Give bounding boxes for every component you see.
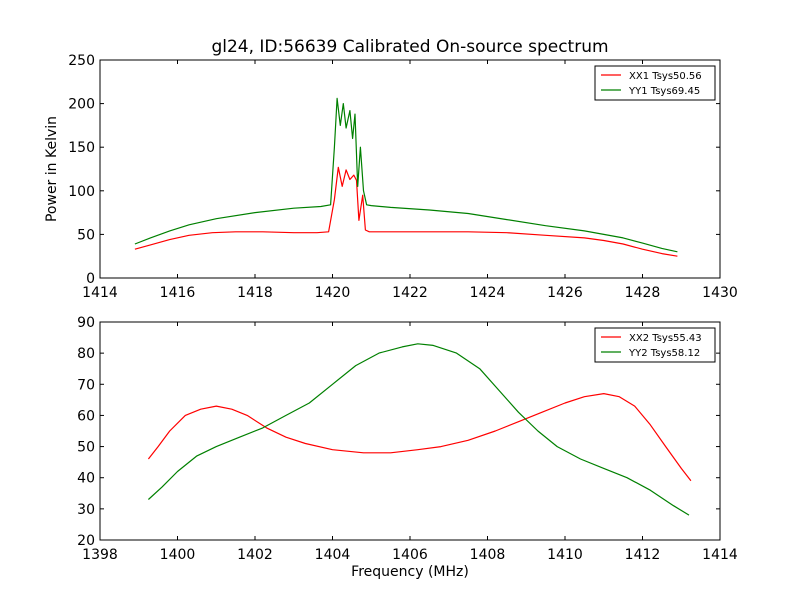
x-tick-label-0-7: 1428 <box>625 285 661 301</box>
bottom-plot-area: 1398 1400 1402 1404 1406 1408 1410 1412 1414 20 30… <box>77 315 738 563</box>
legend-label-1-1: YY2 Tsys58.12 <box>628 348 700 359</box>
legend-box-0 <box>594 65 716 101</box>
y-tick-label-0-4: 200 <box>68 97 95 113</box>
x-tick-label-1-4: 1406 <box>392 547 428 563</box>
x-tick-label-0-8: 1430 <box>702 285 738 301</box>
x-tick-label-0-3: 1420 <box>315 285 351 301</box>
bottom-panel-xlabel: Frequency (MHz) <box>351 564 469 580</box>
y-tick-label-1-4: 60 <box>77 408 95 424</box>
x-tick-label-1-5: 1408 <box>470 547 506 563</box>
top-panel-ylabel: Power in Kelvin <box>44 116 60 222</box>
x-tick-label-1-2: 1402 <box>237 547 273 563</box>
y-tick-label-1-5: 70 <box>77 377 95 393</box>
top-panel: Power in Kelvin 1414 1416 1418 1420 1422 1424… <box>44 53 738 301</box>
y-tick-label-0-5: 250 <box>68 53 95 69</box>
x-tick-label-1-7: 1412 <box>625 547 661 563</box>
y-tick-label-0-2: 100 <box>68 184 95 200</box>
top-plot-area: 1414 1416 1418 1420 1422 1424 1426 1428 1430 0 50 1… <box>68 53 738 301</box>
x-tick-label-0-4: 1422 <box>392 285 428 301</box>
x-tick-label-1-6: 1410 <box>547 547 583 563</box>
series-line-1-0 <box>147 393 692 482</box>
y-tick-label-1-0: 20 <box>77 533 95 549</box>
bottom-panel: Frequency (MHz) 1398 1400 1402 1404 1406 1408… <box>77 315 738 580</box>
y-tick-label-1-3: 50 <box>77 440 95 456</box>
y-tick-label-1-2: 40 <box>77 471 95 487</box>
x-tick-label-0-0: 1414 <box>82 285 118 301</box>
y-tick-label-0-3: 150 <box>68 140 95 156</box>
y-tick-label-1-6: 80 <box>77 346 95 362</box>
x-tick-label-0-2: 1418 <box>237 285 273 301</box>
legend-label-0-1: YY1 Tsys69.45 <box>628 86 700 97</box>
x-tick-label-0-5: 1424 <box>470 285 506 301</box>
legend-label-0-0: XX1 Tsys50.56 <box>629 71 702 82</box>
series-line-0-0 <box>134 166 678 257</box>
x-tick-label-0-6: 1426 <box>547 285 583 301</box>
series-line-0-1 <box>134 97 678 253</box>
y-tick-label-0-1: 50 <box>77 227 95 243</box>
x-tick-label-1-3: 1404 <box>315 547 351 563</box>
y-tick-label-1-1: 30 <box>77 502 95 518</box>
x-tick-label-0-1: 1416 <box>160 285 196 301</box>
x-tick-label-1-0: 1398 <box>82 547 118 563</box>
y-tick-label-1-7: 90 <box>77 315 95 331</box>
x-tick-label-1-8: 1414 <box>702 547 738 563</box>
y-tick-label-0-0: 0 <box>86 271 95 287</box>
x-tick-label-1-1: 1400 <box>160 547 196 563</box>
series-line-1-1 <box>147 343 690 516</box>
legend-label-1-0: XX2 Tsys55.43 <box>629 333 702 344</box>
legend-box-1 <box>594 327 716 363</box>
figure-title: gl24, ID:56639 Calibrated On-source spec… <box>211 37 608 57</box>
